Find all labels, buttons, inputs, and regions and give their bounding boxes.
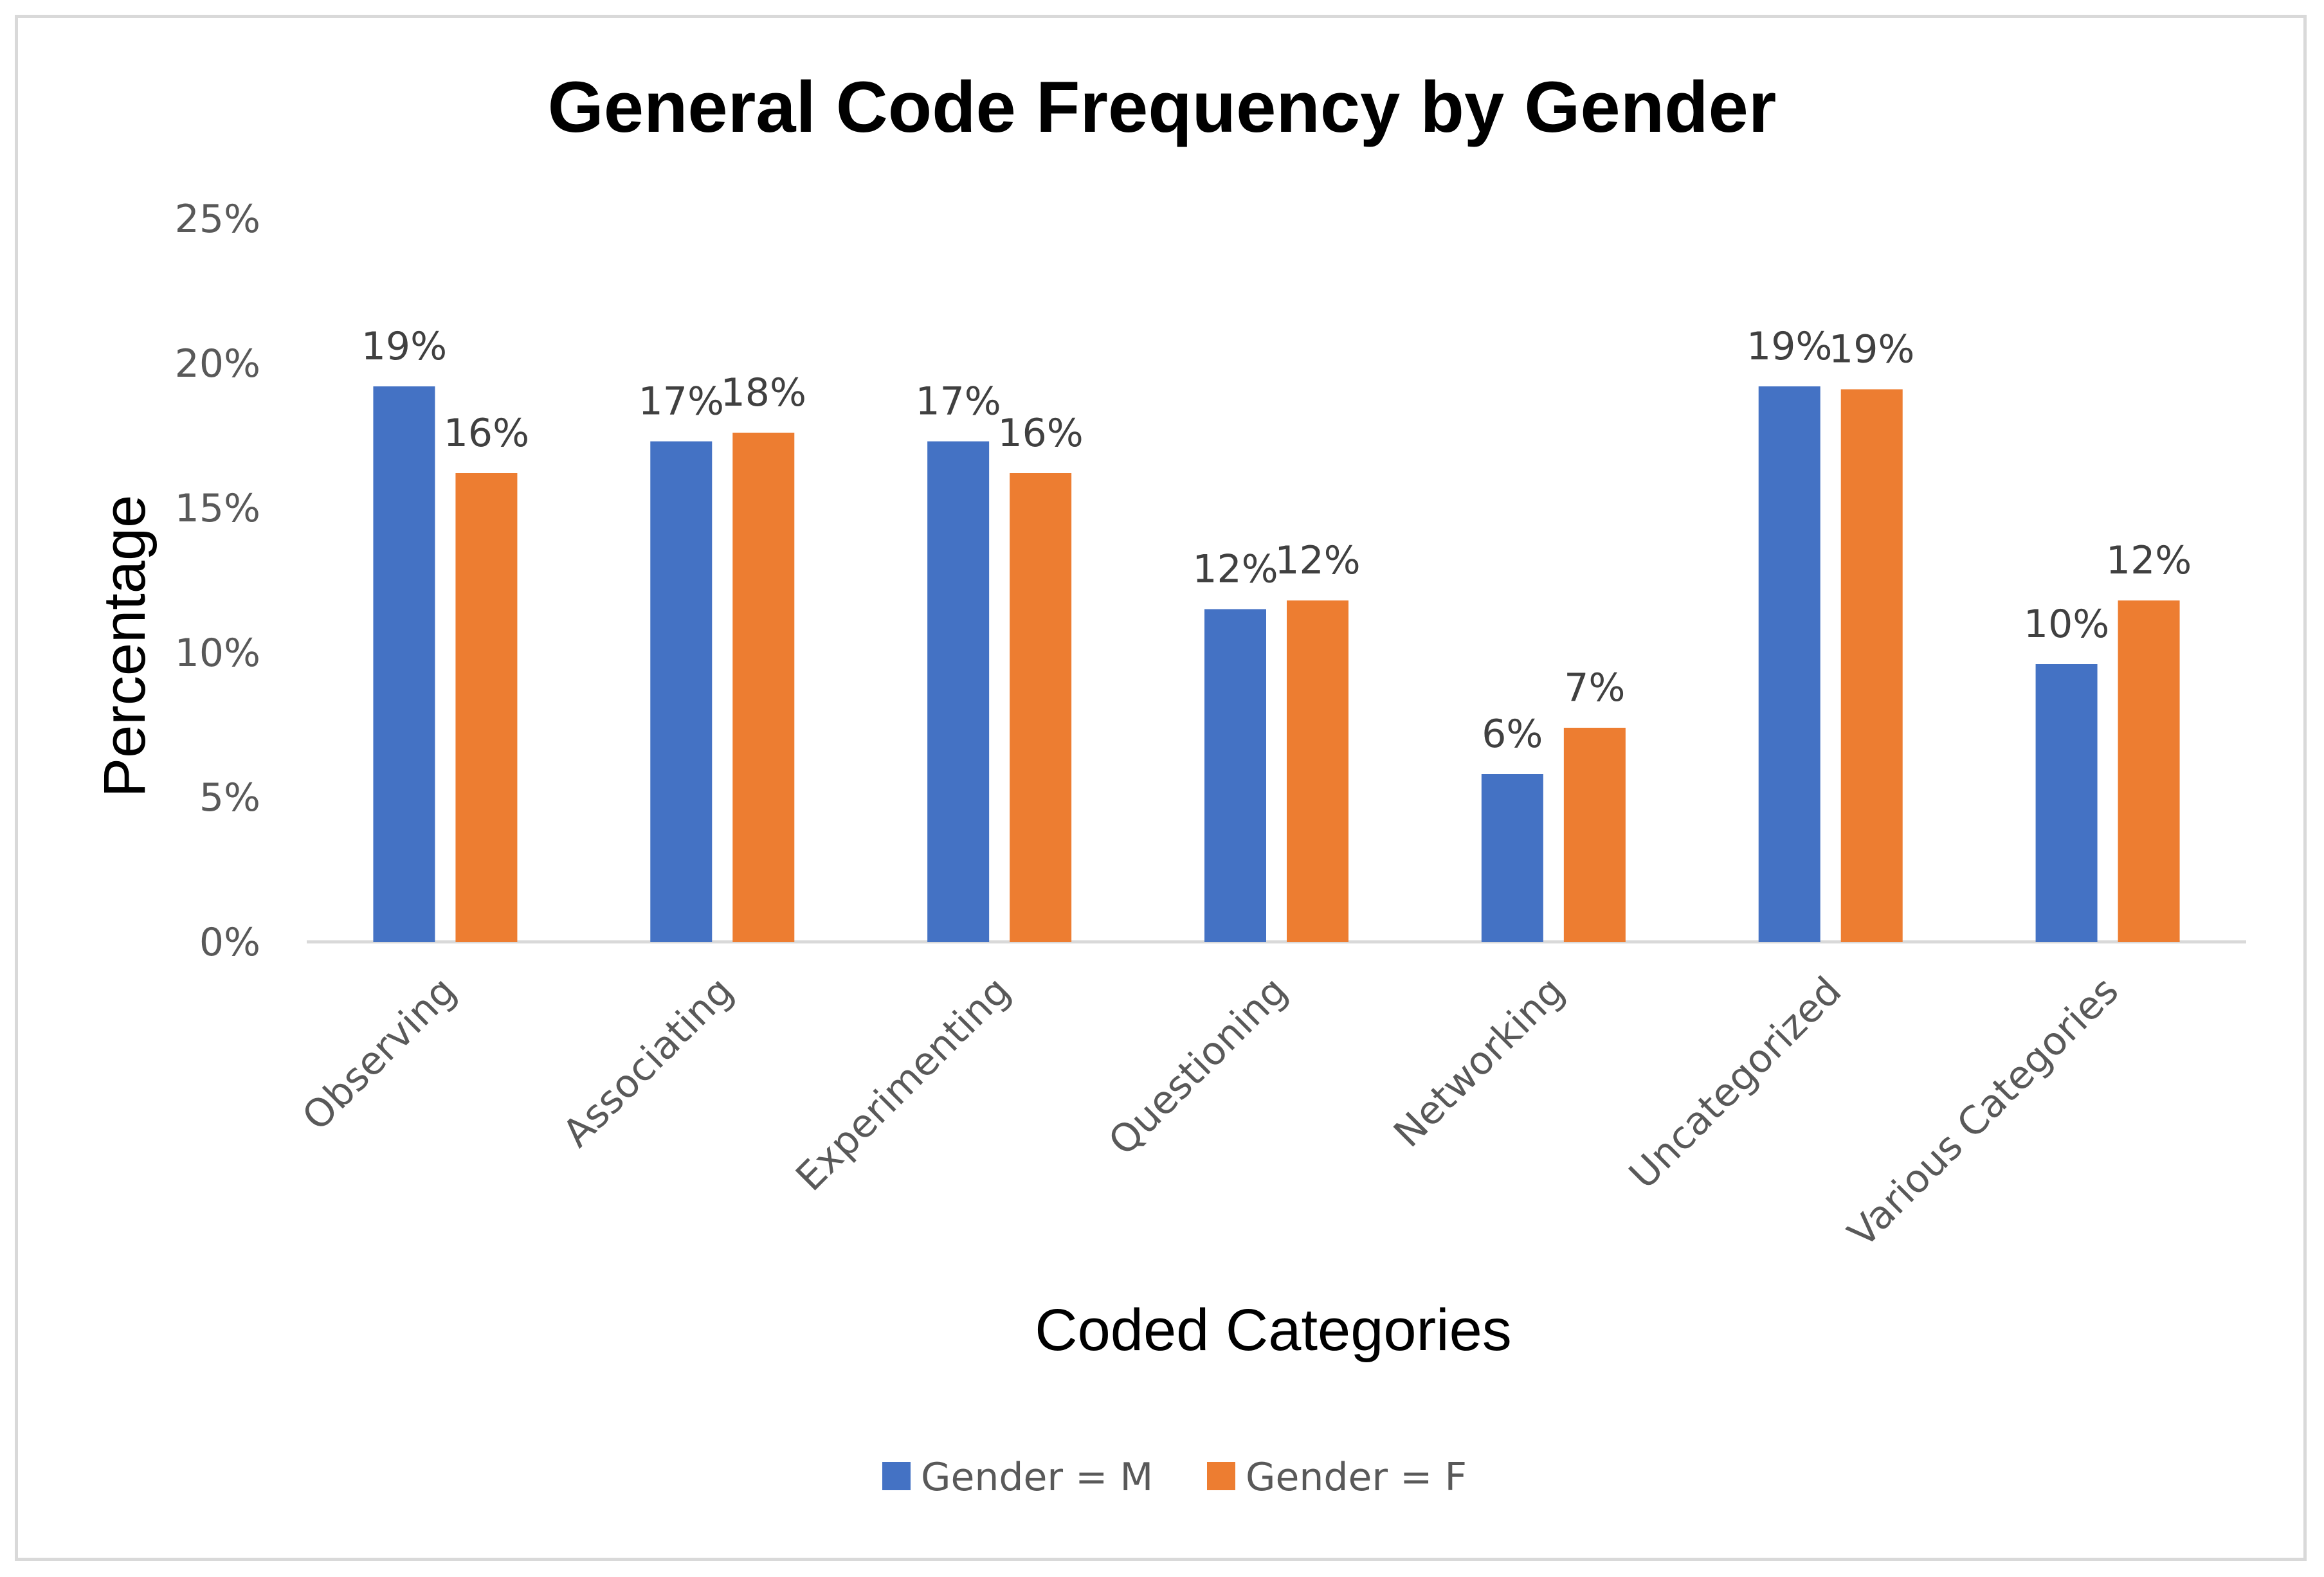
legend-swatch bbox=[882, 1462, 911, 1490]
y-axis-title: Percentage bbox=[92, 495, 158, 798]
bar bbox=[455, 473, 518, 942]
bar bbox=[732, 433, 795, 942]
bar bbox=[1563, 728, 1626, 942]
category-label: Associating bbox=[554, 968, 742, 1156]
category-label: Various Categories bbox=[1840, 968, 2128, 1256]
data-label: 19% bbox=[361, 324, 447, 369]
bar bbox=[1287, 600, 1348, 942]
legend-label: Gender = M bbox=[921, 1455, 1153, 1500]
category-label: Experimenting bbox=[788, 968, 1019, 1200]
data-label: 10% bbox=[2024, 602, 2109, 647]
data-label: 12% bbox=[1192, 547, 1278, 592]
x-axis: Observing Associating Experimenting Questio… bbox=[294, 968, 2127, 1256]
category-label: Questioning bbox=[1100, 968, 1296, 1164]
data-label: 17% bbox=[639, 379, 724, 424]
bar bbox=[1010, 473, 1072, 942]
data-label: 12% bbox=[2106, 538, 2192, 583]
x-axis-title: Coded Categories bbox=[1035, 1297, 1512, 1363]
bar bbox=[373, 386, 435, 942]
y-tick-label: 15% bbox=[175, 486, 260, 531]
y-tick-label: 25% bbox=[175, 197, 260, 242]
data-label: 17% bbox=[915, 379, 1001, 424]
y-tick-label: 20% bbox=[175, 341, 260, 386]
legend-label: Gender = F bbox=[1246, 1455, 1467, 1500]
legend: Gender = M Gender = F bbox=[882, 1455, 1467, 1500]
data-label: 19% bbox=[1829, 327, 1914, 372]
category-label: Uncategorized bbox=[1620, 968, 1850, 1198]
bar bbox=[1204, 609, 1266, 942]
bar bbox=[2035, 664, 2098, 942]
data-label: 12% bbox=[1275, 538, 1360, 583]
data-label: 6% bbox=[1482, 712, 1543, 757]
chart-title: General Code Frequency by Gender bbox=[548, 67, 1777, 147]
y-tick-label: 0% bbox=[199, 920, 260, 965]
bar bbox=[650, 441, 713, 942]
category-label: Observing bbox=[294, 968, 465, 1139]
y-axis: 0% 5% 10% 15% 20% 25% bbox=[175, 197, 260, 965]
data-label: 16% bbox=[444, 411, 529, 456]
data-label: 16% bbox=[997, 411, 1083, 456]
bar bbox=[927, 441, 990, 942]
bar bbox=[1481, 774, 1543, 942]
bars-group: 19%16%17%18% 17%16%12%12%6%7%19%19%10%12% bbox=[361, 324, 2192, 942]
bar bbox=[1758, 386, 1820, 942]
data-label: 7% bbox=[1564, 665, 1625, 710]
y-tick-label: 10% bbox=[175, 631, 260, 676]
legend-swatch bbox=[1207, 1462, 1235, 1490]
bar bbox=[2118, 600, 2180, 942]
category-label: Networking bbox=[1385, 968, 1573, 1156]
data-label: 18% bbox=[721, 370, 806, 415]
bar bbox=[1840, 389, 1903, 942]
data-label: 19% bbox=[1747, 324, 1832, 369]
y-tick-label: 5% bbox=[199, 775, 260, 820]
